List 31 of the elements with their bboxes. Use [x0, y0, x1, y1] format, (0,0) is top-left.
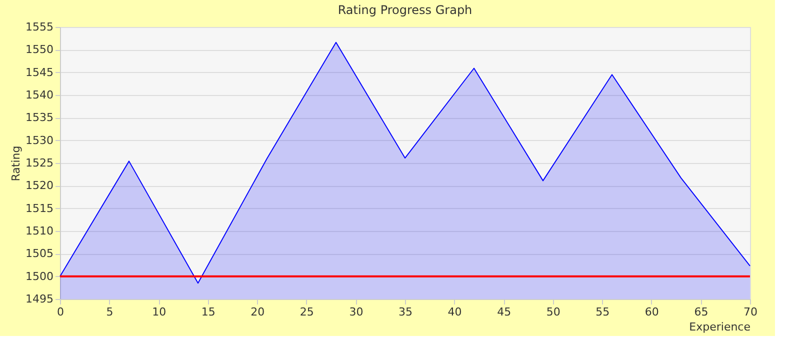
x-tick-label: 40 — [448, 306, 462, 318]
x-tick-label: 65 — [694, 306, 708, 318]
x-tick-label: 60 — [644, 306, 659, 318]
y-tick-label: 1510 — [26, 224, 54, 238]
x-tick-label: 10 — [152, 306, 166, 318]
x-tick-label: 55 — [596, 306, 610, 318]
x-axis-title: Experience — [689, 320, 751, 334]
y-tick-label: 1500 — [26, 270, 54, 283]
y-tick-label: 1540 — [26, 88, 54, 102]
x-tick-label: 70 — [744, 306, 758, 318]
y-tick-label: 1505 — [26, 247, 54, 260]
y-axis-title: Rating — [10, 146, 23, 182]
x-tick-label: 15 — [201, 306, 216, 318]
y-tick-label: 1555 — [26, 20, 54, 34]
x-tick-label: 50 — [546, 306, 560, 318]
chart-title: Rating Progress Graph — [338, 3, 472, 17]
x-tick-label: 25 — [300, 306, 314, 318]
y-tick-label: 1525 — [26, 156, 54, 170]
y-tick-label: 1550 — [26, 43, 54, 56]
x-tick-label: 45 — [497, 306, 512, 318]
x-tick-label: 30 — [349, 306, 364, 318]
y-tick-label: 1495 — [26, 292, 54, 306]
x-tick-label: 20 — [250, 306, 265, 318]
y-tick-label: 1535 — [26, 111, 54, 124]
x-tick-label: 5 — [106, 306, 114, 318]
x-tick-label: 0 — [57, 306, 64, 318]
x-tick-label: 35 — [398, 306, 412, 318]
y-tick-label: 1530 — [26, 134, 54, 147]
y-tick-label: 1520 — [26, 179, 54, 192]
y-tick-label: 1515 — [26, 202, 54, 215]
y-tick-label: 1545 — [26, 66, 54, 79]
